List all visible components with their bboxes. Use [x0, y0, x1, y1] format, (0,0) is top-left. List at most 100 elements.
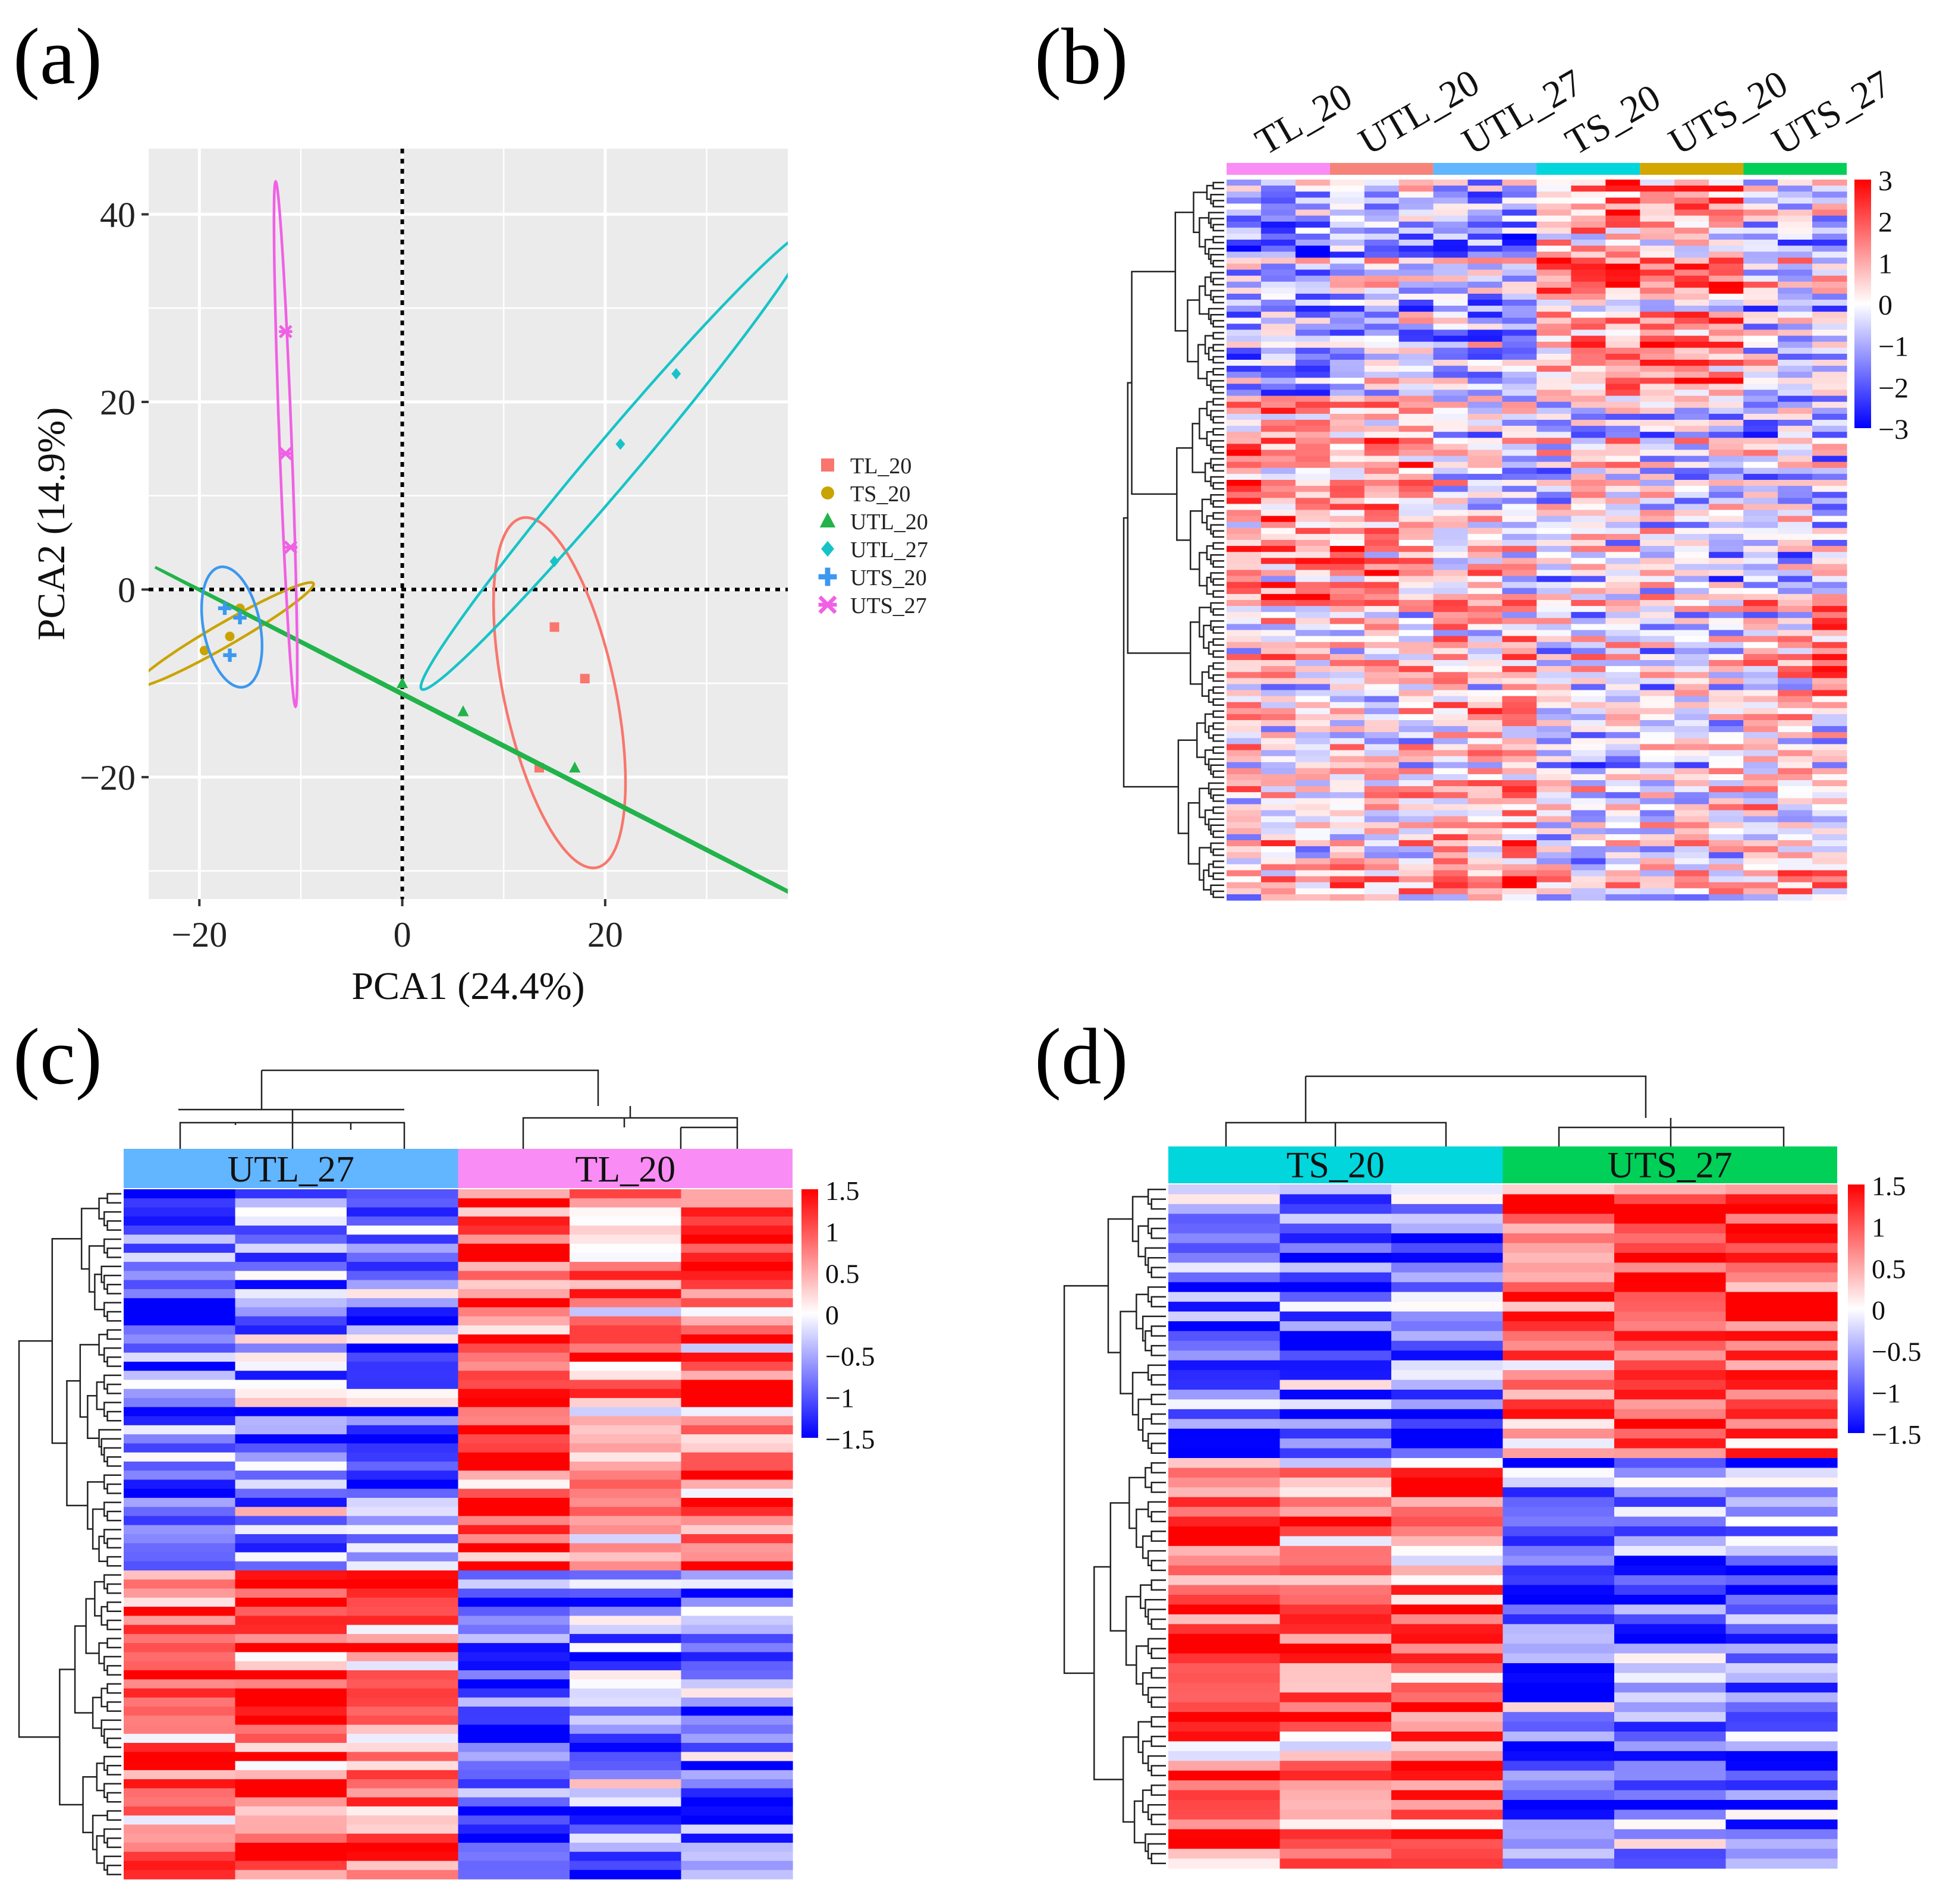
- heatmap-cell: [124, 1652, 236, 1662]
- heatmap-cell: [1364, 750, 1400, 757]
- heatmap-cell: [1709, 840, 1744, 847]
- heatmap-cell: [1812, 275, 1847, 282]
- heatmap-cell: [1614, 1282, 1727, 1293]
- heatmap-cell: [1433, 726, 1469, 733]
- heatmap-cell: [1467, 257, 1503, 264]
- heatmap-cell: [1260, 552, 1296, 558]
- heatmap-cell: [1709, 413, 1744, 420]
- heatmap-cell: [1329, 504, 1365, 511]
- heatmap-cell: [458, 1806, 570, 1816]
- heatmap-cell: [1640, 564, 1675, 571]
- heatmap-cell: [1725, 1721, 1838, 1732]
- heatmap-cell: [1743, 882, 1778, 889]
- heatmap-cell: [1725, 1585, 1838, 1595]
- heatmap-cell: [1743, 432, 1778, 438]
- heatmap-cell: [124, 1443, 236, 1453]
- heatmap-cell: [1168, 1545, 1281, 1556]
- heatmap-cell: [1536, 684, 1572, 691]
- heatmap-cell: [347, 1262, 459, 1271]
- heatmap-cell: [1571, 798, 1606, 805]
- heatmap-cell: [1674, 180, 1709, 186]
- pca-ellipse: [149, 581, 315, 686]
- heatmap-cell: [1168, 1575, 1281, 1586]
- heatmap-cell: [1467, 738, 1503, 744]
- heatmap-cell: [1812, 756, 1847, 763]
- heatmap-cell: [1467, 341, 1503, 348]
- heatmap-cell: [1709, 726, 1744, 733]
- heatmap-cell: [1391, 1468, 1504, 1478]
- heatmap-cell: [1502, 1468, 1615, 1478]
- heatmap-cell: [1364, 401, 1400, 409]
- heatmap-cell: [347, 1579, 459, 1589]
- heatmap-cell: [1812, 690, 1847, 697]
- heatmap-cell: [1168, 1858, 1281, 1869]
- heatmap-cell: [1227, 444, 1262, 451]
- heatmap-cell: [681, 1488, 793, 1498]
- heatmap-cell: [1398, 180, 1434, 186]
- heatmap-cell: [1398, 564, 1434, 571]
- heatmap-cell: [1674, 653, 1709, 661]
- heatmap-cell: [1168, 1849, 1281, 1859]
- heatmap-cell: [1391, 1184, 1504, 1195]
- heatmap-cell: [1364, 450, 1400, 457]
- heatmap-cell: [1329, 852, 1365, 859]
- heatmap-cell: [1614, 1849, 1727, 1859]
- dendrogram-branch: [1147, 1501, 1166, 1517]
- heatmap-cell: [1502, 203, 1538, 210]
- heatmap-cell: [1329, 527, 1365, 535]
- heatmap-cell: [1260, 714, 1296, 721]
- heatmap-cell: [1398, 786, 1434, 793]
- heatmap-cell: [124, 1824, 236, 1834]
- heatmap-cell: [1295, 582, 1331, 589]
- heatmap-cell: [1743, 846, 1778, 853]
- heatmap-cell: [1725, 1732, 1838, 1742]
- heatmap-cell: [1227, 678, 1262, 684]
- heatmap-cell: [1227, 822, 1262, 829]
- heatmap-cell: [1364, 570, 1400, 577]
- dendrogram-branch: [1145, 1598, 1166, 1618]
- pca-ellipse: [419, 241, 788, 691]
- heatmap-cell: [1709, 744, 1744, 751]
- pca-point: [457, 705, 469, 717]
- heatmap-cell: [1467, 227, 1503, 234]
- heatmap-cell: [1743, 353, 1778, 360]
- heatmap-cell: [1674, 516, 1709, 523]
- heatmap-cell: [1605, 426, 1640, 432]
- heatmap-cell: [1398, 593, 1434, 601]
- heatmap-cell: [124, 1797, 236, 1807]
- heatmap-cell: [1709, 587, 1744, 595]
- dendrogram-branch: [1210, 272, 1224, 282]
- heatmap-cell: [1502, 1839, 1615, 1849]
- heatmap-cell: [1398, 642, 1434, 649]
- dendrogram-branch: [1206, 401, 1214, 416]
- dendrogram-branch: [1210, 380, 1224, 391]
- heatmap-cell: [1725, 1399, 1838, 1410]
- heatmap-cell: [1329, 186, 1365, 192]
- heatmap-cell: [1329, 473, 1365, 480]
- heatmap-cell: [1502, 894, 1538, 901]
- heatmap-cell: [570, 1561, 682, 1571]
- heatmap-cell: [347, 1752, 459, 1762]
- heatmap-cell: [1279, 1282, 1392, 1293]
- heatmap-cell: [1502, 708, 1538, 715]
- heatmap-cell: [1709, 546, 1744, 552]
- heatmap-cell: [570, 1388, 682, 1399]
- heatmap-cell: [347, 1243, 459, 1253]
- heatmap-cell: [458, 1362, 570, 1371]
- dendrogram-branch: [1131, 1372, 1149, 1416]
- dendrogram-branch: [106, 1601, 121, 1612]
- heatmap-cell: [1605, 540, 1640, 546]
- heatmap-cell: [1605, 257, 1640, 264]
- heatmap-cell: [1812, 420, 1847, 426]
- heatmap-cell: [1433, 312, 1469, 318]
- heatmap-cell: [1260, 618, 1296, 624]
- heatmap-cell: [1260, 492, 1296, 498]
- heatmap-cell: [1743, 624, 1778, 631]
- heatmap-cell: [1329, 287, 1365, 294]
- heatmap-cell: [1778, 714, 1813, 721]
- heatmap-cell: [1674, 630, 1709, 637]
- heatmap-cell: [1260, 834, 1296, 841]
- heatmap-cell: [1605, 293, 1640, 300]
- heatmap-cell: [1614, 1292, 1727, 1302]
- heatmap-cell: [1674, 269, 1709, 277]
